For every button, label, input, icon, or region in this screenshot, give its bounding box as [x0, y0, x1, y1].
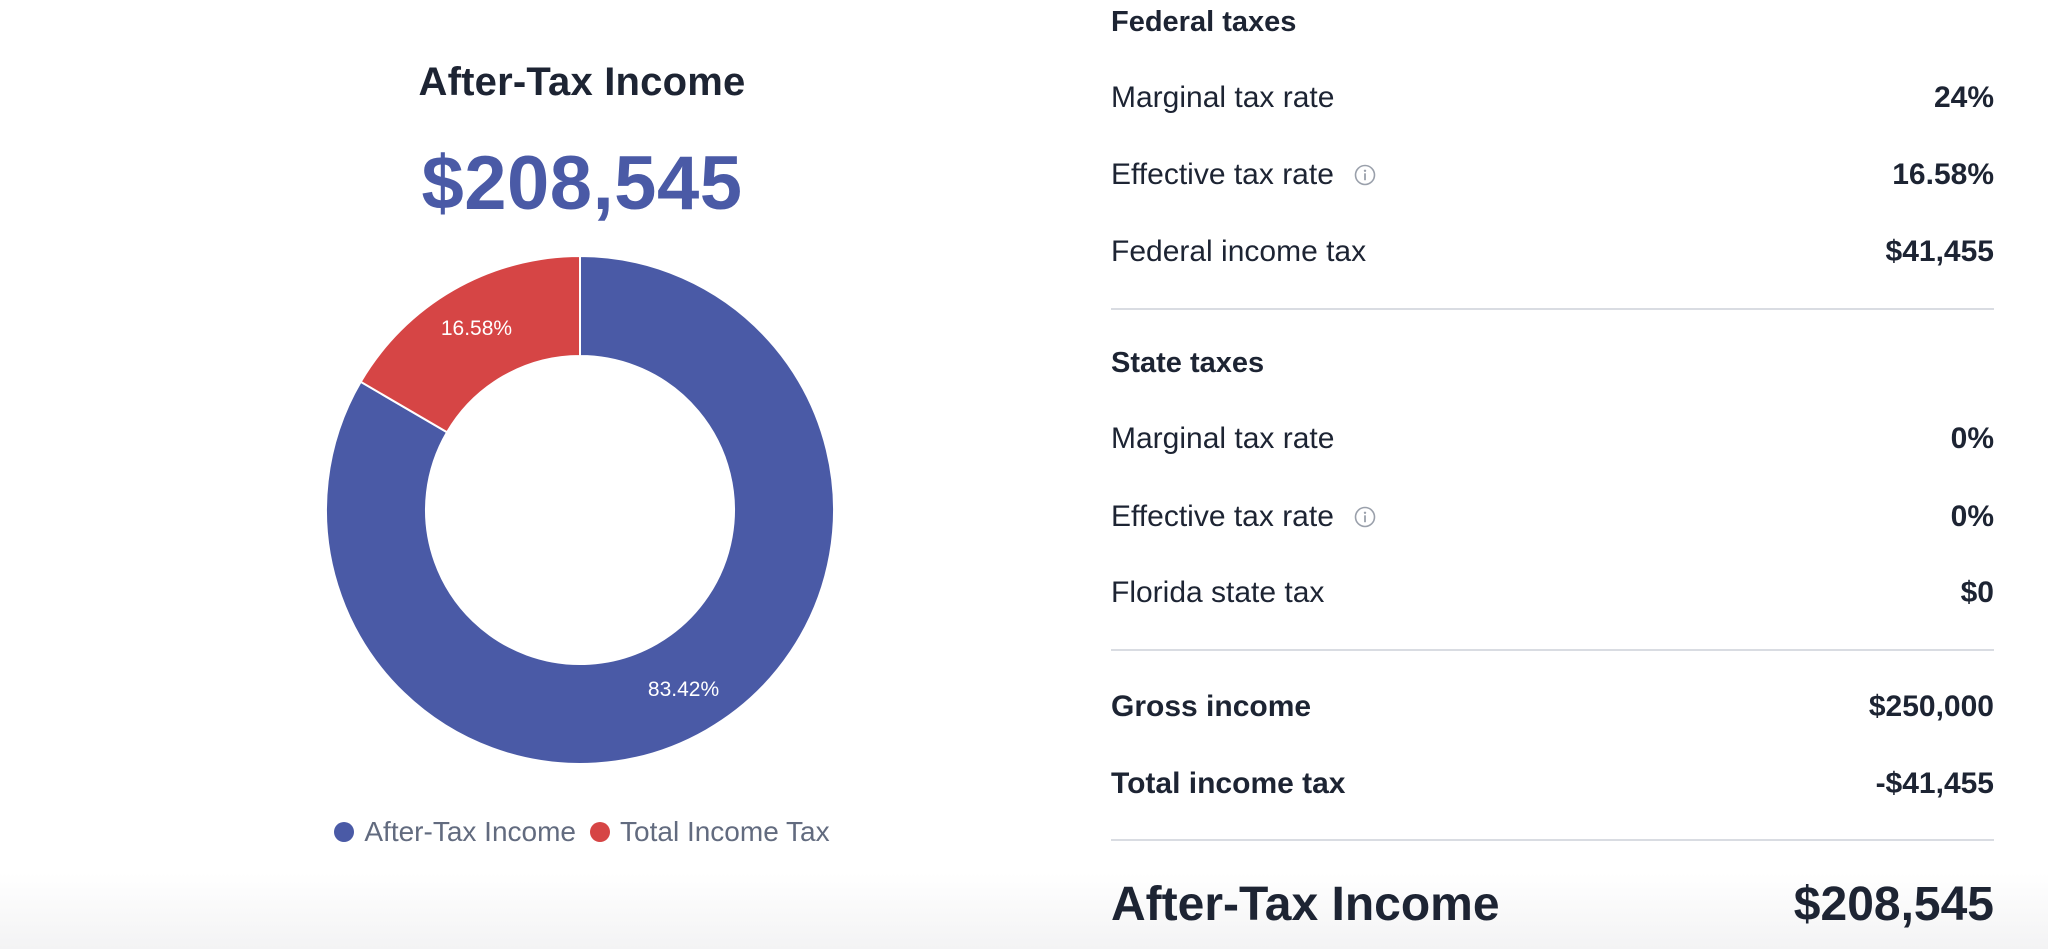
donut-slice-total-income-tax[interactable]: [359, 254, 581, 434]
row-value: 16.58%: [1892, 158, 1994, 191]
after-tax-summary-card: After-Tax Income $208,545 83.42% 16.58% A…: [0, 60, 1164, 848]
section-divider: [1111, 308, 1994, 310]
total-income-tax-row: Total income tax -$41,455: [1111, 764, 1994, 804]
section-divider: [1111, 839, 1994, 841]
row-value: 0%: [1950, 422, 1994, 455]
donut-label-after-tax-income: 83.42%: [648, 678, 719, 701]
row-label: Effective tax rate: [1111, 158, 1376, 192]
row-value: 24%: [1933, 81, 1994, 114]
summary-title: After-Tax Income: [418, 60, 746, 104]
florida-state-tax-row: Florida state tax $0: [1111, 573, 1994, 613]
final-label: After-Tax Income: [1111, 877, 1500, 931]
state-effective-rate-row: Effective tax rate 0%: [1111, 497, 1994, 537]
row-value: $41,455: [1885, 235, 1994, 268]
row-label: Federal income tax: [1111, 235, 1366, 269]
tax-breakdown-panel: Federal taxes Marginal tax rate 24% Effe…: [1111, 0, 1994, 949]
row-label: Marginal tax rate: [1111, 422, 1334, 456]
row-label: Marginal tax rate: [1111, 81, 1334, 115]
section-divider: [1111, 649, 1994, 651]
federal-marginal-rate-row: Marginal tax rate 24%: [1111, 78, 1994, 118]
row-label: Florida state tax: [1111, 576, 1324, 610]
row-label-text: Marginal tax rate: [1111, 422, 1335, 455]
chart-legend: After-Tax Income Total Income Tax: [0, 816, 1164, 848]
legend-item-after-tax-income[interactable]: After-Tax Income: [334, 816, 576, 848]
donut-label-total-income-tax: 16.58%: [441, 317, 512, 340]
legend-dot-icon: [334, 822, 355, 842]
row-value: -$41,455: [1875, 767, 1994, 800]
after-tax-income-total-row: After-Tax Income $208,545: [1111, 872, 1994, 936]
row-value: 0%: [1950, 500, 1994, 533]
income-donut-chart: 83.42% 16.58%: [325, 254, 835, 765]
donut-slice-after-tax-income[interactable]: [325, 254, 835, 765]
row-label-text: Gross income: [1111, 690, 1312, 723]
row-label: Effective tax rate: [1111, 500, 1376, 534]
federal-income-tax-row: Federal income tax $41,455: [1111, 232, 1994, 272]
state-section-title: State taxes: [1111, 347, 1265, 379]
legend-item-total-income-tax[interactable]: Total Income Tax: [590, 816, 830, 848]
gross-income-row: Gross income $250,000: [1111, 687, 1994, 727]
row-label: Total income tax: [1111, 767, 1346, 801]
legend-label: Total Income Tax: [620, 816, 830, 847]
row-label-text: Florida state tax: [1111, 576, 1325, 609]
info-circle-icon[interactable]: [1354, 506, 1376, 528]
state-marginal-rate-row: Marginal tax rate 0%: [1111, 419, 1994, 459]
final-value: $208,545: [1793, 877, 1994, 931]
row-label-text: Marginal tax rate: [1111, 81, 1335, 114]
legend-dot-icon: [590, 822, 611, 842]
row-label-text: Total income tax: [1111, 767, 1346, 800]
row-value: $0: [1960, 576, 1994, 609]
row-label-text: Federal income tax: [1111, 235, 1367, 268]
legend-label: After-Tax Income: [364, 816, 577, 847]
summary-amount: $208,545: [421, 141, 743, 226]
info-circle-icon[interactable]: [1354, 164, 1376, 186]
row-label-text: Effective tax rate: [1111, 500, 1334, 533]
federal-effective-rate-row: Effective tax rate 16.58%: [1111, 155, 1994, 195]
row-label-text: Effective tax rate: [1111, 158, 1334, 191]
federal-section-title: Federal taxes: [1111, 6, 1297, 38]
row-label: Gross income: [1111, 690, 1311, 724]
row-value: $250,000: [1868, 690, 1994, 723]
